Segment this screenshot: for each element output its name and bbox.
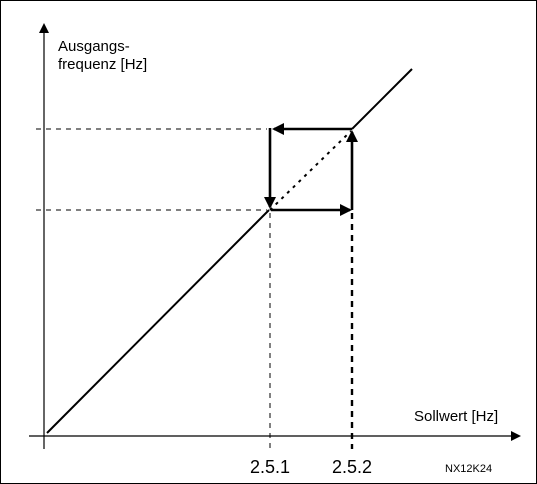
output-frequency-line-upper [351, 68, 413, 130]
y-axis-label-line2: frequenz [Hz] [58, 56, 147, 73]
low-threshold-label: 2.5.1 [250, 457, 290, 477]
high-threshold-label: 2.5.2 [332, 457, 372, 477]
output-frequency-line [46, 209, 270, 434]
y-axis-label-line1: Ausgangs- [58, 38, 130, 55]
x-axis-label: Sollwert [Hz] [414, 408, 498, 425]
figure-code: NX12K24 [445, 463, 492, 475]
dotted-diagonal [269, 130, 352, 211]
